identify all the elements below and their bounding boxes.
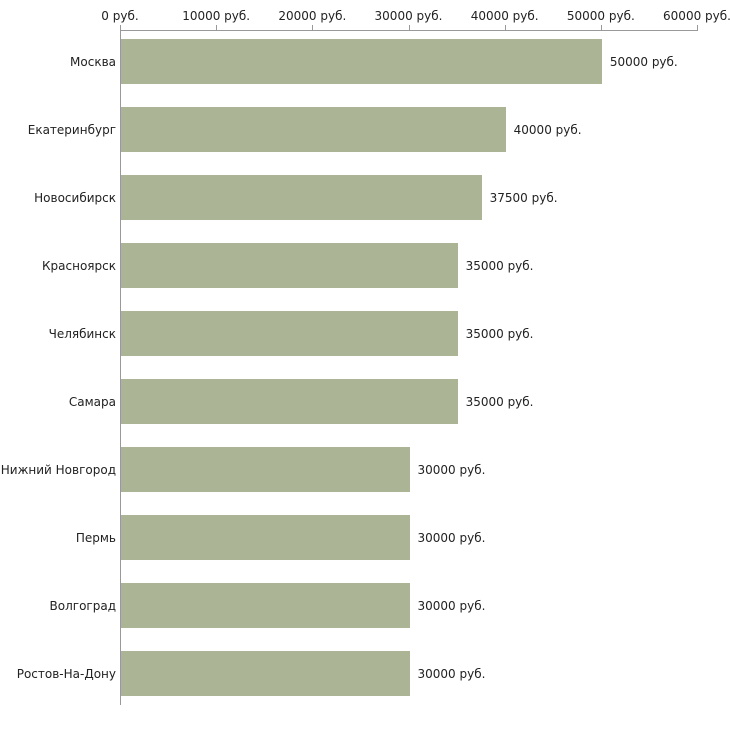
bar (121, 175, 482, 220)
bar (121, 583, 410, 628)
x-axis: 0 руб. 10000 руб. 20000 руб. 30000 руб. 4000… (101, 0, 730, 30)
value-label: 30000 руб. (417, 530, 486, 545)
bar (121, 39, 602, 84)
x-axis-tick-label: 60000 руб. (663, 9, 730, 23)
category-label: Пермь (75, 530, 116, 545)
category-label: Москва (70, 54, 116, 69)
bar (121, 379, 458, 424)
x-axis-tick-label: 10000 руб. (182, 9, 251, 23)
bar (121, 243, 458, 288)
bar-row: Ростов-На-Дону 30000 руб. (0, 651, 730, 696)
bar-row: Пермь 30000 руб. (0, 515, 730, 560)
value-label: 35000 руб. (465, 326, 534, 341)
bar-row: Волгоград 30000 руб. (0, 583, 730, 628)
bar (121, 515, 410, 560)
y-axis-line (120, 30, 121, 705)
x-axis-tick-label: 40000 руб. (470, 9, 539, 23)
x-axis-tick-mark (216, 25, 218, 30)
value-label: 30000 руб. (417, 666, 486, 681)
value-label: 30000 руб. (417, 462, 486, 477)
bar-row: Москва 50000 руб. (0, 39, 730, 84)
value-label: 40000 руб. (513, 122, 582, 137)
bar-row: Самара 35000 руб. (0, 379, 730, 424)
category-label: Красноярск (42, 258, 116, 273)
bars-area: Москва 50000 руб. Екатеринбург 40000 руб. Но… (0, 31, 730, 719)
x-axis-tick-mark (120, 25, 121, 30)
category-label: Волгоград (49, 598, 116, 613)
x-axis-tick-label: 0 руб. (101, 9, 139, 23)
x-axis-line (120, 30, 698, 31)
value-label: 50000 руб. (609, 54, 678, 69)
x-axis-tick-label: 20000 руб. (278, 9, 347, 23)
x-axis-tick-label: 30000 руб. (374, 9, 443, 23)
bar (121, 107, 506, 152)
bar (121, 311, 458, 356)
category-label: Самара (68, 394, 116, 409)
x-axis-tick-mark (312, 25, 314, 30)
category-label: Новосибирск (34, 190, 116, 205)
value-label: 35000 руб. (465, 394, 534, 409)
bar-row: Екатеринбург 40000 руб. (0, 107, 730, 152)
value-label: 37500 руб. (489, 190, 558, 205)
x-axis-tick-mark (504, 25, 506, 30)
x-axis-tick-mark (600, 25, 602, 30)
value-label: 30000 руб. (417, 598, 486, 613)
bar-row: Новосибирск 37500 руб. (0, 175, 730, 220)
bar (121, 651, 410, 696)
x-axis-tick-mark (697, 25, 698, 30)
category-label: Екатеринбург (27, 122, 116, 137)
bar (121, 447, 410, 492)
bar-row: Красноярск 35000 руб. (0, 243, 730, 288)
category-label: Нижний Новгород (0, 462, 116, 477)
category-label: Ростов-На-Дону (16, 666, 116, 681)
x-axis-tick-label: 50000 руб. (566, 9, 635, 23)
bar-row: Челябинск 35000 руб. (0, 311, 730, 356)
bar-row: Нижний Новгород 30000 руб. (0, 447, 730, 492)
x-axis-tick-mark (408, 25, 410, 30)
value-label: 35000 руб. (465, 258, 534, 273)
category-label: Челябинск (48, 326, 116, 341)
